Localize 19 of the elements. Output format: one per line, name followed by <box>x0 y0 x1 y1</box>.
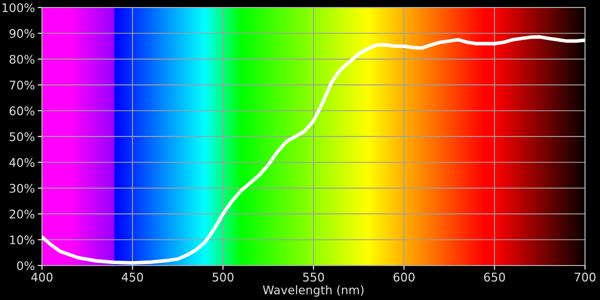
x-tick-label: 450 <box>122 272 143 282</box>
y-tick-label: 80% <box>10 54 34 64</box>
y-tick-label: 50% <box>10 132 34 142</box>
x-tick-label: 550 <box>303 272 324 282</box>
y-tick-label: 70% <box>10 80 34 90</box>
x-tick-label: 400 <box>31 272 52 282</box>
y-tick-label: 60% <box>10 106 34 116</box>
x-axis-title: Wavelength (nm) <box>262 285 364 297</box>
y-tick-label: 0% <box>17 261 34 270</box>
x-tick-label: 500 <box>212 272 234 282</box>
x-tick-label: 650 <box>484 272 505 282</box>
y-tick-label: 90% <box>10 29 34 38</box>
y-tick-label: 10% <box>10 235 34 244</box>
y-tick-label: 100% <box>2 3 34 12</box>
x-tick-label: 700 <box>574 272 596 282</box>
y-tick-label: 30% <box>10 184 34 193</box>
x-tick-label: 600 <box>394 272 414 282</box>
y-tick-label: 20% <box>10 210 34 219</box>
y-tick-label: 40% <box>9 158 34 167</box>
